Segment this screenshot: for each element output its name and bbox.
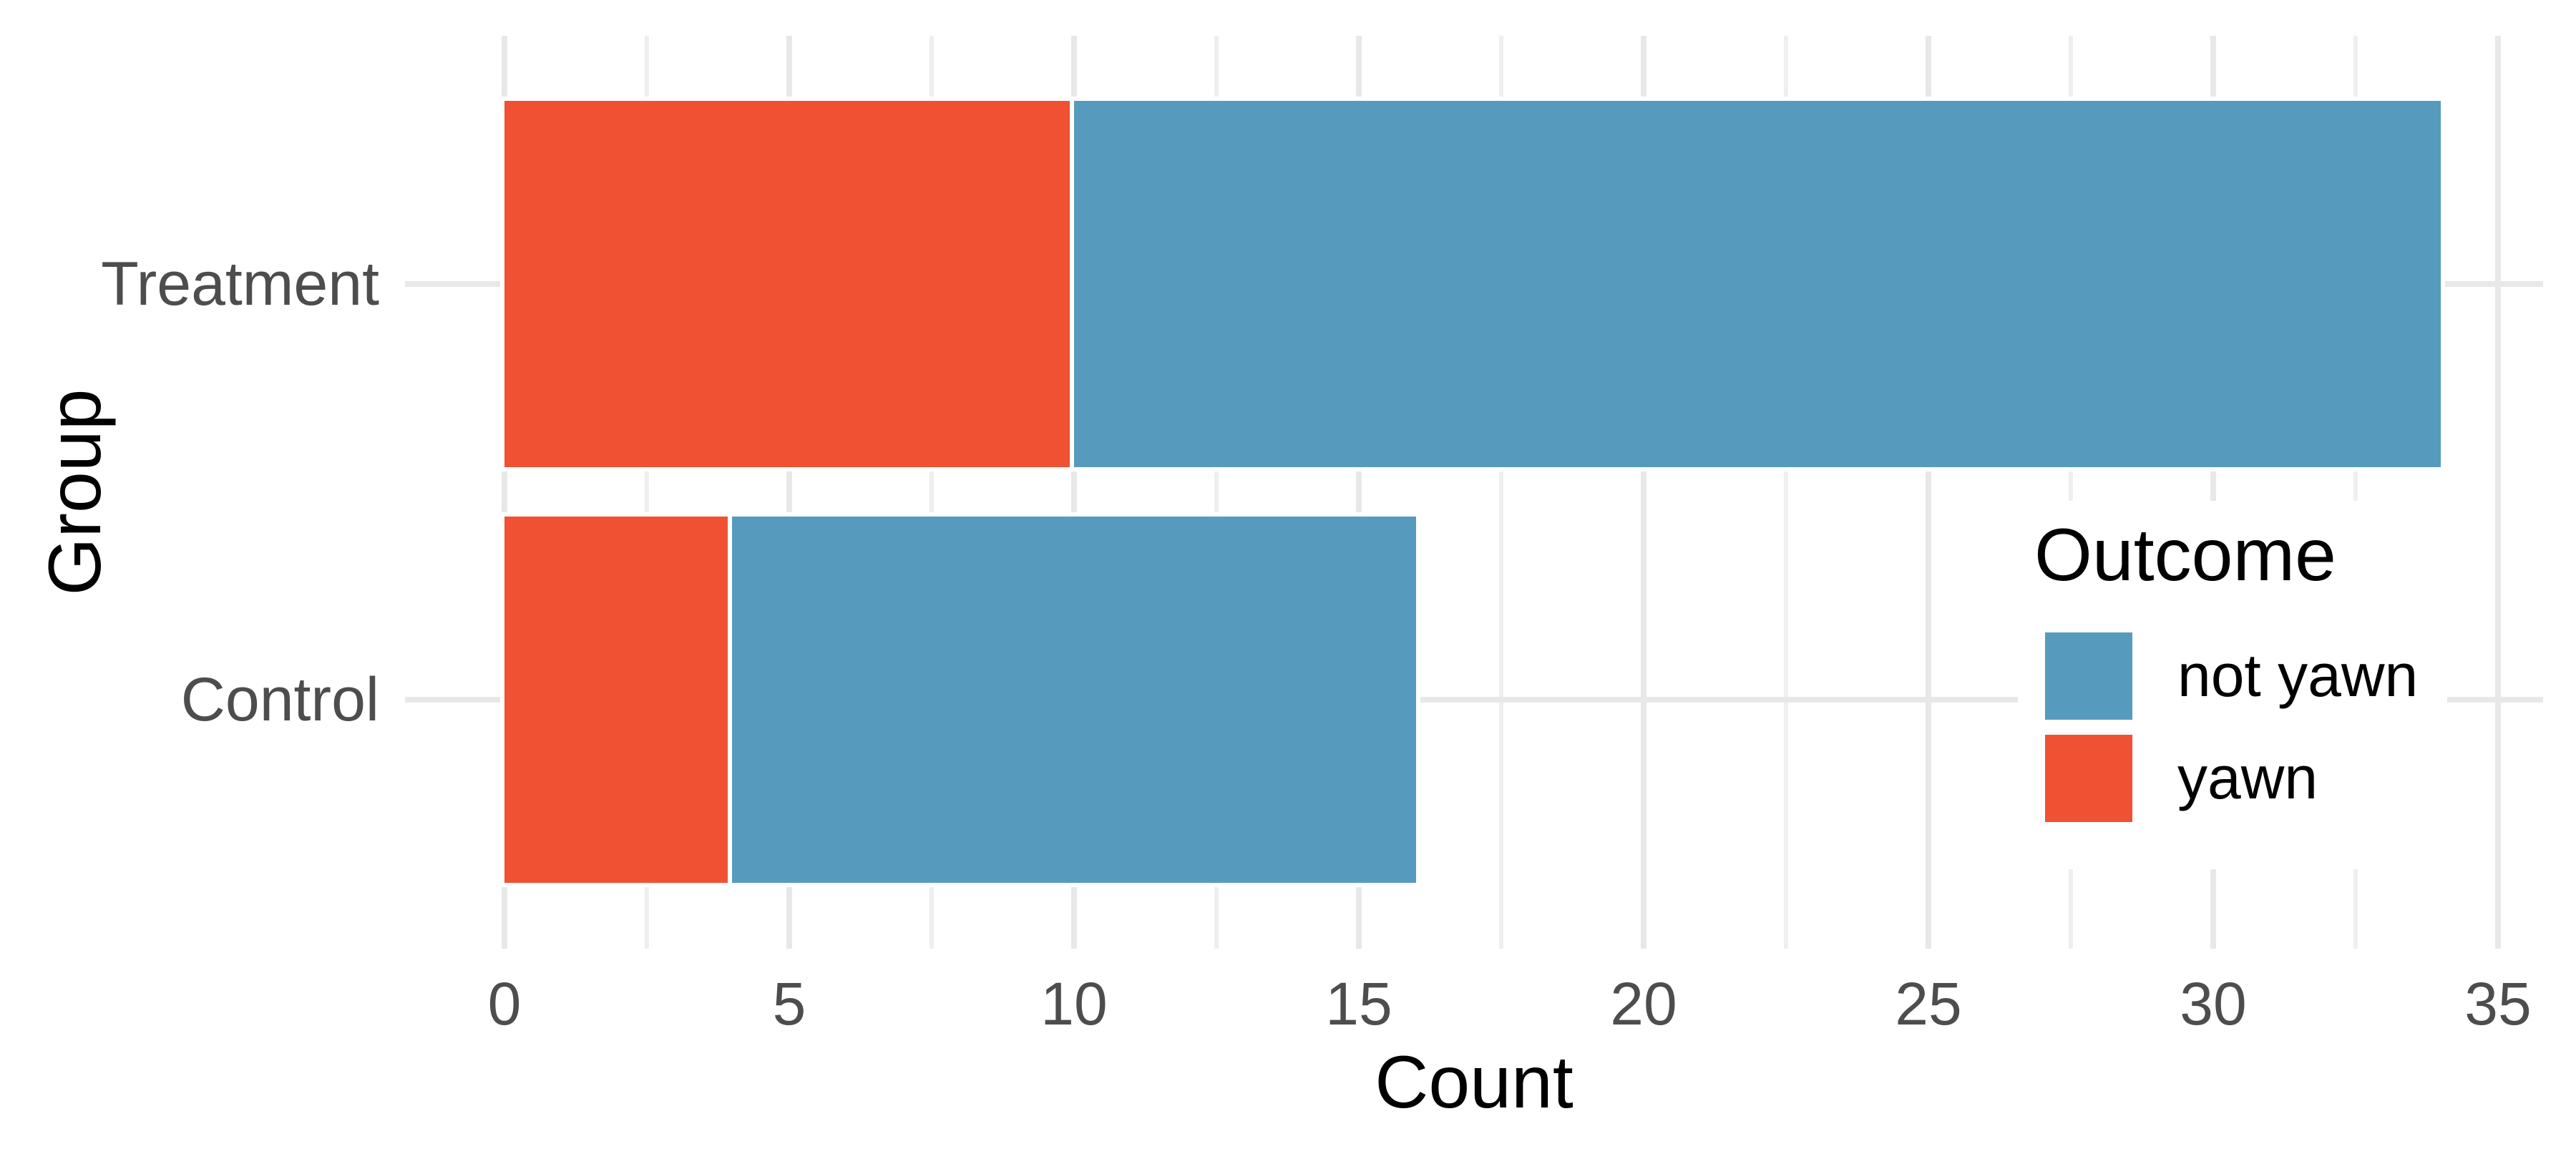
x-tick-label-10: 10	[1040, 970, 1108, 1037]
x-tick-label-20: 20	[1610, 970, 1677, 1037]
major-gridline	[1641, 36, 1646, 949]
row-gridline	[405, 697, 2543, 703]
major-gridline	[1356, 36, 1362, 949]
major-gridline	[1926, 36, 1931, 949]
legend-label-yawn: yawn	[2177, 744, 2318, 811]
legend: Outcome not yawn yawn	[2018, 501, 2447, 869]
minor-gridline	[2069, 36, 2073, 949]
x-tick-label-30: 30	[2180, 970, 2247, 1037]
legend-key-not-yawn	[2045, 632, 2132, 720]
x-tick-label-5: 5	[772, 970, 806, 1037]
major-gridline	[2210, 36, 2216, 949]
y-tick-label-control: Control	[180, 665, 379, 734]
legend-label-not-yawn: not yawn	[2177, 642, 2419, 709]
legend-title: Outcome	[2034, 514, 2336, 597]
bar-segment-not-yawn-control	[728, 512, 1420, 887]
x-axis-title: Count	[1375, 1041, 1574, 1124]
legend-key-yawn	[2045, 735, 2132, 822]
bar-segment-yawn-control	[500, 512, 737, 887]
minor-gridline	[645, 36, 649, 949]
minor-gridline	[1214, 36, 1219, 949]
x-tick-label-35: 35	[2464, 970, 2532, 1037]
minor-gridline	[2353, 36, 2358, 949]
x-tick-label-0: 0	[487, 970, 522, 1037]
major-gridline	[786, 36, 792, 949]
x-tick-label-25: 25	[1895, 970, 1962, 1037]
x-tick-label-15: 15	[1325, 970, 1392, 1037]
y-axis-title: Group	[34, 388, 117, 596]
minor-gridline	[930, 36, 934, 949]
major-gridline	[502, 36, 507, 949]
major-gridline	[2495, 36, 2501, 949]
minor-gridline	[1784, 36, 1788, 949]
y-tick-label-treatment: Treatment	[101, 250, 379, 318]
bar-segment-not-yawn-treatment	[1070, 97, 2446, 471]
major-gridline	[1071, 36, 1077, 949]
minor-gridline	[1499, 36, 1503, 949]
bar-segment-yawn-treatment	[500, 97, 1078, 471]
